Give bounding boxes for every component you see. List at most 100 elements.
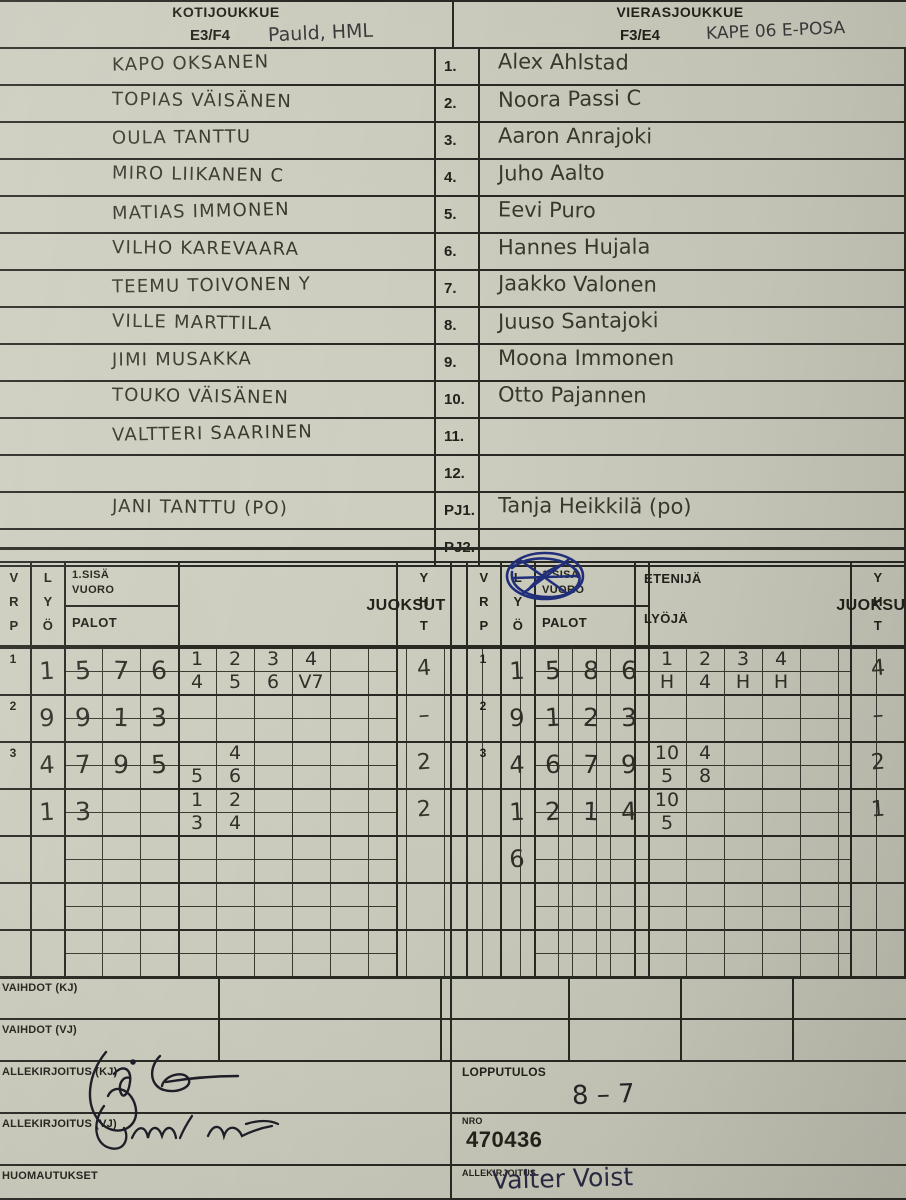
home-player-name: VILHO KAREVAARA xyxy=(111,237,300,260)
grid-rule xyxy=(64,859,396,860)
header-vrp: R xyxy=(479,594,489,609)
roster-number: 5. xyxy=(444,206,457,223)
roster-number: 10. xyxy=(444,391,465,408)
away-player-name: Jaakko Valonen xyxy=(497,271,657,297)
footer-label-vaihdot-vj: VAIHDOT (VJ) xyxy=(2,1024,77,1036)
cell-lyo: 4 xyxy=(508,750,526,780)
header-lyo: Y xyxy=(43,594,53,609)
cell-vrp: 2 xyxy=(9,699,17,713)
grid-rule xyxy=(452,1018,906,1020)
grid-rule xyxy=(792,976,794,1060)
home-manager-signature xyxy=(78,1038,308,1148)
cell-yht: – xyxy=(871,702,885,729)
cell-lyo: 4 xyxy=(38,750,56,780)
grid-rule xyxy=(500,561,502,645)
grid-rule xyxy=(500,647,502,976)
cell-juoksut-bottom: 3 xyxy=(190,812,204,834)
cell-palot: 9 xyxy=(74,702,92,733)
roster-number: 9. xyxy=(444,354,457,371)
header-yht: Y xyxy=(419,570,429,585)
header-lyoja: LYÖJÄ xyxy=(644,611,689,626)
grid-rule xyxy=(406,647,407,976)
grid-rule xyxy=(0,528,906,530)
header-inning: 1.SISÄ xyxy=(542,569,580,581)
grid-rule xyxy=(520,647,521,976)
header-vrp: P xyxy=(9,618,19,633)
grid-rule xyxy=(0,647,906,649)
bottom-signature-value: Valter Voist xyxy=(491,1162,634,1195)
grid-rule xyxy=(450,976,452,1198)
grid-rule xyxy=(850,647,852,976)
cell-palot: 6 xyxy=(150,655,168,686)
grid-rule xyxy=(0,561,906,563)
grid-rule xyxy=(452,1164,906,1166)
grid-rule xyxy=(64,953,396,954)
cell-vrp: 3 xyxy=(9,746,17,760)
cell-juoksut-bottom: 4 xyxy=(698,671,712,693)
grid-rule xyxy=(0,1198,906,1200)
grid-rule xyxy=(0,491,906,493)
header-lyo: L xyxy=(513,570,523,585)
cell-palot: 3 xyxy=(150,702,168,733)
cell-juoksut-top: 2 xyxy=(228,648,242,670)
grid-rule xyxy=(0,694,906,696)
cell-yht: 1 xyxy=(870,796,886,823)
grid-rule xyxy=(904,647,906,976)
grid-rule xyxy=(648,561,650,645)
roster-number: 3. xyxy=(444,132,457,149)
grid-rule xyxy=(478,47,480,565)
header-vrp: P xyxy=(479,618,489,633)
grid-rule xyxy=(254,647,255,976)
cell-juoksut-bottom: H xyxy=(659,671,675,693)
cell-juoksut-bottom: 5 xyxy=(190,765,204,787)
home-player-name: JIMI MUSAKKA xyxy=(111,348,253,371)
cell-juoksut-top: 10 xyxy=(654,789,680,811)
cell-juoksut-top: 10 xyxy=(654,742,680,764)
footer-label-vaihdot-kj: VAIHDOT (KJ) xyxy=(2,982,78,994)
cell-lyo: 9 xyxy=(508,703,526,733)
grid-rule xyxy=(800,647,801,976)
header-palot: PALOT xyxy=(542,615,588,630)
away-manager-signature xyxy=(80,1098,320,1168)
grid-rule xyxy=(838,647,839,976)
cell-palot: 2 xyxy=(582,702,600,733)
grid-rule xyxy=(534,859,850,860)
grid-rule xyxy=(292,647,293,976)
grid-rule xyxy=(534,671,850,672)
grid-rule xyxy=(634,561,636,645)
grid-rule xyxy=(450,561,452,645)
cell-juoksut-top: 1 xyxy=(660,648,674,670)
roster-number: 6. xyxy=(444,243,457,260)
header-palot: PALOT xyxy=(72,615,118,630)
final-result-value: 8 – 7 xyxy=(571,1078,636,1112)
grid-rule xyxy=(0,269,906,271)
grid-rule xyxy=(178,561,180,645)
grid-rule xyxy=(218,976,220,1060)
grid-rule xyxy=(0,343,906,345)
cell-juoksut-top: 3 xyxy=(266,648,280,670)
header-inning-2: VUORO xyxy=(542,584,585,596)
away-team-title: VIERASJOUKKUE xyxy=(616,4,744,20)
cell-palot: 1 xyxy=(544,702,562,733)
header-vrp: V xyxy=(479,570,489,585)
cell-juoksut-top: 4 xyxy=(304,648,318,670)
cell-juoksut-bottom: 5 xyxy=(660,812,674,834)
roster-number: 11. xyxy=(444,428,465,445)
grid-rule xyxy=(64,765,396,766)
cell-palot: 7 xyxy=(74,749,92,780)
cell-juoksut-top: 3 xyxy=(736,648,750,670)
header-lyo: Y xyxy=(513,594,523,609)
home-player-name: MIRO LIIKANEN C xyxy=(111,162,285,187)
grid-rule xyxy=(534,561,536,645)
cell-palot: 1 xyxy=(112,702,130,733)
cell-juoksut-bottom: 8 xyxy=(698,765,712,787)
grid-rule xyxy=(596,647,597,976)
cell-palot: 5 xyxy=(150,749,168,780)
roster-number: 2. xyxy=(444,95,457,112)
cell-palot: 3 xyxy=(74,796,92,827)
grid-rule xyxy=(64,671,396,672)
roster-number: PJ1. xyxy=(444,502,475,519)
cell-palot: 7 xyxy=(112,655,130,686)
grid-rule xyxy=(440,976,442,1060)
grid-rule xyxy=(64,906,396,907)
